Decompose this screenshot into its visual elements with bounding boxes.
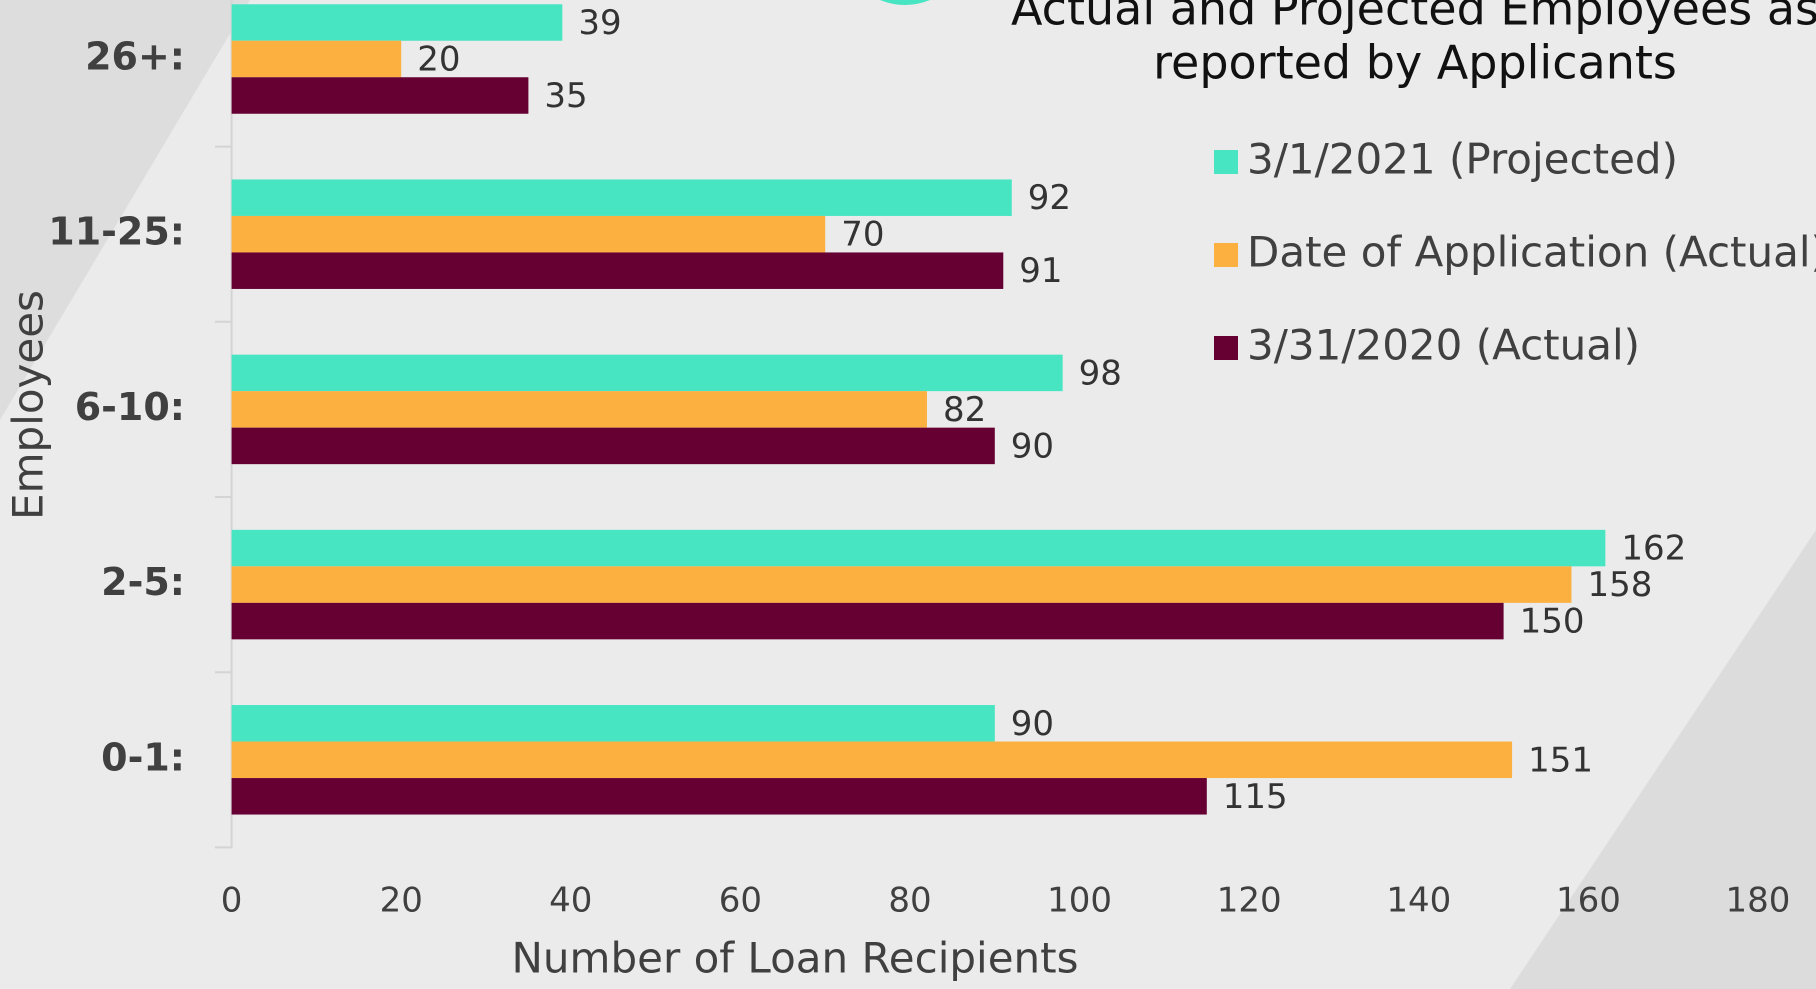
bar (231, 566, 1572, 603)
x-tick-label: 80 (888, 881, 931, 921)
x-tick-label: 100 (1047, 881, 1112, 921)
data-label: 82 (943, 390, 986, 430)
bar (231, 391, 927, 428)
x-tick-label: 180 (1726, 881, 1791, 921)
x-axis-label: Number of Loan Recipients (512, 934, 1079, 983)
data-label: 98 (1079, 353, 1122, 393)
data-label: 20 (417, 40, 460, 80)
data-label: 115 (1223, 777, 1288, 817)
data-label: 151 (1528, 740, 1593, 780)
x-tick-label: 40 (549, 881, 592, 921)
bar (231, 427, 995, 465)
bar (231, 179, 1012, 216)
bar (231, 529, 1606, 567)
legend-swatch (1214, 243, 1238, 267)
legend-swatch (1214, 336, 1238, 360)
data-label: 90 (1011, 704, 1054, 744)
bar (231, 215, 826, 253)
data-label: 39 (578, 3, 621, 43)
data-label: 35 (544, 76, 587, 116)
x-tick-label: 120 (1217, 881, 1282, 921)
data-label: 150 (1520, 602, 1585, 642)
x-tick-label: 140 (1386, 881, 1451, 921)
x-tick-label: 20 (380, 881, 423, 921)
legend-swatch (1214, 150, 1238, 174)
bar (231, 354, 1063, 392)
bar (231, 252, 1004, 289)
bar (231, 778, 1207, 815)
bar (231, 741, 1513, 779)
legend-label: 3/31/2020 (Actual) (1247, 321, 1640, 370)
background-shape (0, 0, 250, 420)
x-tick-label: 160 (1556, 881, 1621, 921)
background-shape (1510, 530, 1816, 989)
y-tick-label: 0-1: (101, 735, 185, 779)
bar (231, 4, 563, 41)
data-label: 92 (1028, 178, 1071, 218)
data-label: 162 (1621, 529, 1686, 569)
bar (231, 602, 1504, 640)
y-tick-label: 26+: (85, 35, 185, 79)
data-label: 158 (1587, 565, 1652, 605)
x-tick-label: 0 (221, 881, 243, 921)
y-tick-label: 11-25: (48, 210, 185, 254)
y-axis-label: Employees (4, 290, 53, 520)
data-label: 90 (1011, 426, 1054, 466)
bar (231, 705, 995, 742)
bar (231, 77, 529, 114)
y-tick-label: 6-10: (75, 385, 185, 429)
data-label: 91 (1019, 251, 1062, 291)
y-tick-label: 2-5: (101, 560, 185, 604)
chart-title: Actual and Projected Employees as (1011, 0, 1816, 36)
x-tick-label: 60 (719, 881, 762, 921)
legend-label: Date of Application (Actual) (1247, 228, 1816, 277)
bar (231, 40, 402, 78)
chart-title: reported by Applicants (1153, 36, 1677, 90)
data-label: 70 (841, 215, 884, 255)
legend-label: 3/1/2021 (Projected) (1247, 135, 1678, 184)
